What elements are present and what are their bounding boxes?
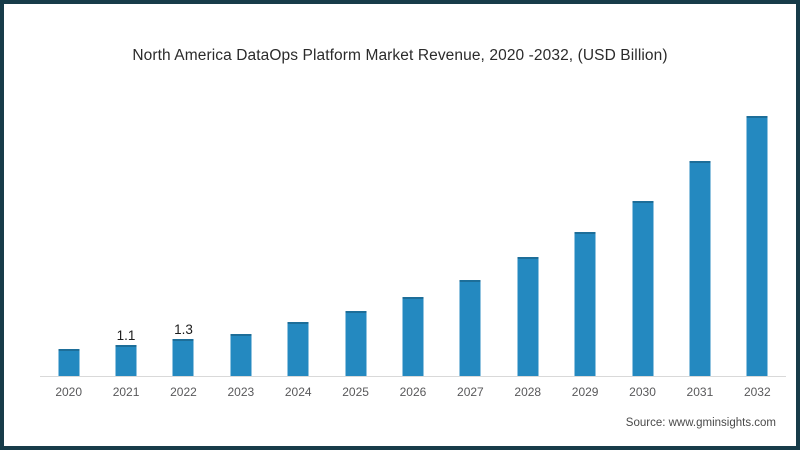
bar-group-2025: 2025 bbox=[327, 98, 384, 399]
x-tick-label: 2025 bbox=[342, 385, 369, 399]
bar-group-2032: 2032 bbox=[729, 98, 786, 399]
bar[interactable] bbox=[345, 311, 367, 376]
bar[interactable] bbox=[402, 297, 424, 376]
bar[interactable] bbox=[230, 334, 252, 376]
bar[interactable] bbox=[746, 116, 768, 376]
bar-group-2029: 2029 bbox=[556, 98, 613, 399]
source-note: Source: www.gminsights.com bbox=[625, 417, 776, 429]
bar[interactable] bbox=[517, 257, 539, 376]
bar[interactable] bbox=[632, 201, 654, 376]
x-tick-label: 2022 bbox=[170, 385, 197, 399]
bar-group-2020: 2020 bbox=[40, 98, 97, 399]
bar-group-2023: 2023 bbox=[212, 98, 269, 399]
bar[interactable] bbox=[689, 161, 711, 376]
bar-group-2031: 2031 bbox=[671, 98, 728, 399]
x-tick-label: 2031 bbox=[686, 385, 714, 399]
bar[interactable] bbox=[459, 280, 481, 376]
x-tick-label: 2020 bbox=[55, 385, 83, 399]
bar-value-label: 1.3 bbox=[174, 322, 193, 337]
bar-group-2027: 2027 bbox=[442, 98, 499, 399]
bar[interactable] bbox=[287, 322, 309, 376]
bar[interactable] bbox=[574, 232, 596, 376]
bar[interactable]: 1.3 bbox=[172, 322, 194, 376]
x-axis-line bbox=[40, 376, 786, 377]
bar-value-label: 1.1 bbox=[116, 328, 136, 343]
x-tick-label: 2032 bbox=[743, 385, 771, 399]
bar[interactable]: 1.1 bbox=[115, 328, 137, 376]
x-tick-label: 2028 bbox=[514, 385, 542, 399]
bar-group-2026: 2026 bbox=[384, 98, 441, 399]
chart-canvas: North America DataOps Platform Market Re… bbox=[4, 4, 796, 446]
x-tick-label: 2030 bbox=[629, 385, 656, 399]
bar-group-2030: 2030 bbox=[614, 98, 671, 399]
chart-title: North America DataOps Platform Market Re… bbox=[132, 47, 668, 64]
x-tick-label: 2029 bbox=[571, 385, 599, 399]
x-tick-label: 2021 bbox=[112, 385, 140, 399]
bar-group-2021: 1.1 2021 bbox=[97, 98, 154, 399]
x-tick-label: 2023 bbox=[227, 385, 255, 399]
bar-group-2028: 2028 bbox=[499, 98, 556, 399]
x-tick-label: 2027 bbox=[457, 385, 484, 399]
bar[interactable] bbox=[58, 349, 80, 376]
x-tick-label: 2026 bbox=[399, 385, 427, 399]
bar-group-2024: 2024 bbox=[270, 98, 327, 399]
plot-area: 2020 1.1 2021 1.3 2022 2023 2024 2025 2026 2027 20… bbox=[40, 98, 786, 399]
x-tick-label: 2024 bbox=[284, 385, 312, 399]
bar-group-2022: 1.3 2022 bbox=[155, 98, 212, 399]
